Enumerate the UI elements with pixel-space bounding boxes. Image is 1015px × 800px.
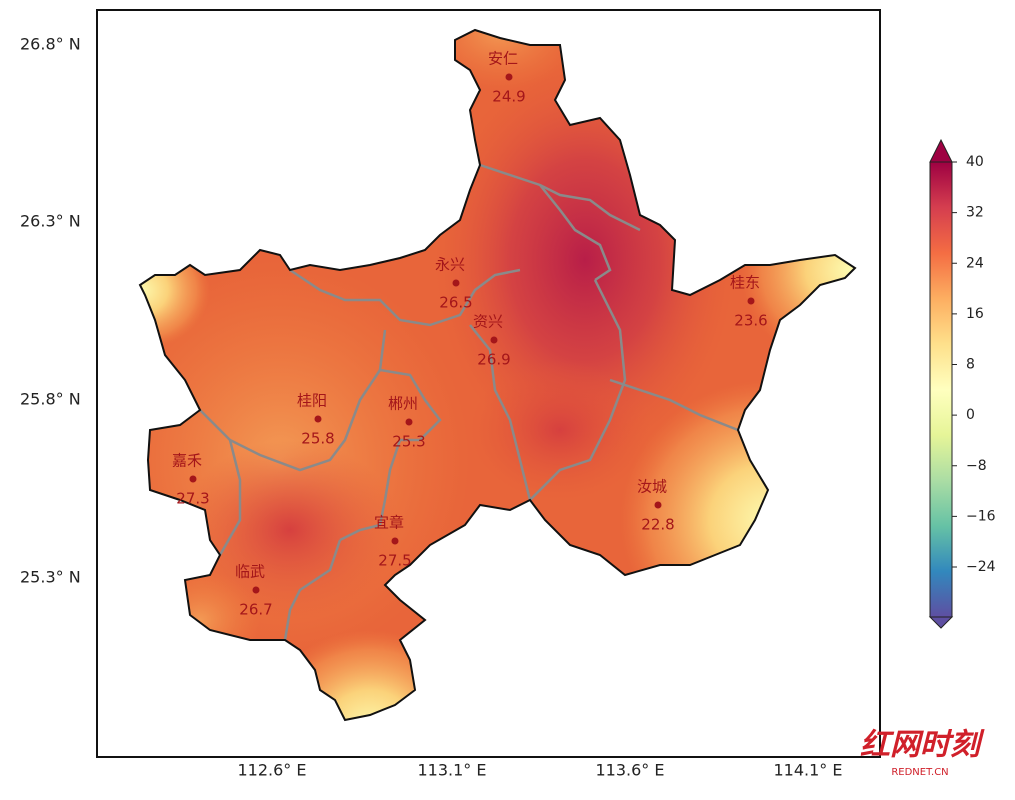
- lon-label: 113.6° E: [596, 761, 665, 780]
- station-dot: [452, 279, 460, 287]
- station-value: 25.3: [392, 433, 425, 451]
- lat-label: 26.3° N: [20, 212, 81, 231]
- station-value: 27.5: [378, 552, 411, 570]
- station-name: 桂阳: [297, 392, 327, 410]
- station-dot: [314, 415, 322, 423]
- station-value: 23.6: [734, 312, 767, 330]
- station-name: 嘉禾: [172, 452, 202, 470]
- station-name: 郴州: [388, 395, 418, 413]
- colorbar-tick-label: −24: [966, 559, 996, 575]
- colorbar-tick-label: −16: [966, 508, 996, 524]
- watermark-brand: 红网时刻: [860, 728, 985, 763]
- lon-label: 114.1° E: [774, 761, 843, 780]
- colorbar-tick-label: 8: [966, 357, 975, 373]
- colorbar-extend-bottom: [928, 616, 954, 629]
- station-name: 临武: [235, 563, 265, 581]
- colorbar-extend-top: [929, 138, 953, 163]
- watermark-site: REDNET.CN: [891, 767, 948, 778]
- colorbar: [929, 161, 953, 618]
- station-dot: [405, 418, 413, 426]
- colorbar-tick-label: −8: [966, 458, 987, 474]
- station-value: 26.9: [477, 351, 510, 369]
- lon-label: 112.6° E: [238, 761, 307, 780]
- station-name: 安仁: [488, 50, 518, 68]
- station-dot: [391, 537, 399, 545]
- watermark: 红网时刻 REDNET.CN: [860, 728, 985, 779]
- station-dot: [654, 501, 662, 509]
- station-name: 桂东: [730, 274, 760, 292]
- station-name: 宜章: [374, 514, 404, 532]
- lat-label: 25.8° N: [20, 390, 81, 409]
- lat-label: 25.3° N: [20, 568, 81, 587]
- county-borders: [199, 163, 739, 641]
- colorbar-tick-label: 16: [966, 306, 984, 322]
- lon-label: 113.1° E: [418, 761, 487, 780]
- station-value: 22.8: [641, 516, 674, 534]
- station-value: 24.9: [492, 88, 525, 106]
- station-value: 25.8: [301, 430, 334, 448]
- station-dot: [747, 297, 755, 305]
- lat-label: 26.8° N: [20, 35, 81, 54]
- station-dot: [505, 73, 513, 81]
- station-value: 27.3: [176, 490, 209, 508]
- colorbar-tick-label: 0: [966, 407, 975, 423]
- station-name: 永兴: [435, 256, 465, 274]
- station-value: 26.7: [239, 601, 272, 619]
- colorbar-tick-label: 40: [966, 154, 984, 170]
- station-value: 26.5: [439, 294, 472, 312]
- colorbar-tick-label: 32: [966, 205, 984, 221]
- station-dot: [189, 475, 197, 483]
- station-dot: [252, 586, 260, 594]
- station-dot: [490, 336, 498, 344]
- colorbar-tick-label: 24: [966, 255, 984, 271]
- station-name: 汝城: [637, 478, 667, 496]
- station-name: 资兴: [473, 313, 503, 331]
